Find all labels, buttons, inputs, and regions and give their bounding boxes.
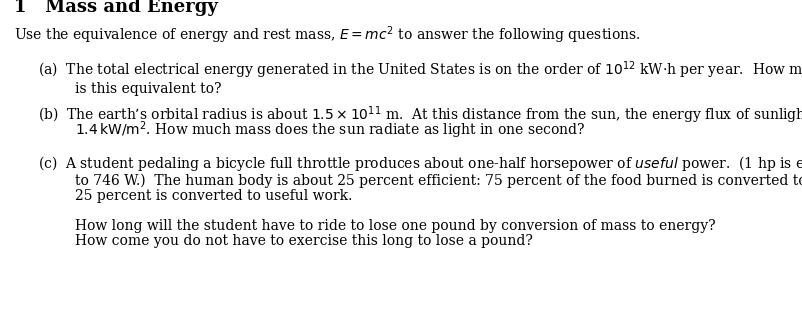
Text: 1   Mass and Energy: 1 Mass and Energy (14, 0, 218, 16)
Text: Use the equivalence of energy and rest mass, $E = mc^2$ to answer the following : Use the equivalence of energy and rest m… (14, 24, 641, 46)
Text: (a)  The total electrical energy generated in the United States is on the order : (a) The total electrical energy generate… (38, 59, 802, 81)
Text: to 746 W.)  The human body is about 25 percent efficient: 75 percent of the food: to 746 W.) The human body is about 25 pe… (75, 174, 802, 188)
Text: How long will the student have to ride to lose one pound by conversion of mass t: How long will the student have to ride t… (75, 219, 715, 233)
Text: How come you do not have to exercise this long to lose a pound?: How come you do not have to exercise thi… (75, 234, 533, 248)
Text: (b)  The earth’s orbital radius is about $1.5 \times 10^{11}$ m.  At this distan: (b) The earth’s orbital radius is about … (38, 104, 802, 126)
Text: is this equivalent to?: is this equivalent to? (75, 82, 221, 96)
Text: 25 percent is converted to useful work.: 25 percent is converted to useful work. (75, 189, 352, 203)
Text: $1.4\,\mathrm{kW/m^2}$. How much mass does the sun radiate as light in one secon: $1.4\,\mathrm{kW/m^2}$. How much mass do… (75, 119, 585, 141)
Text: (c)  A student pedaling a bicycle full throttle produces about one-half horsepow: (c) A student pedaling a bicycle full th… (38, 154, 802, 173)
